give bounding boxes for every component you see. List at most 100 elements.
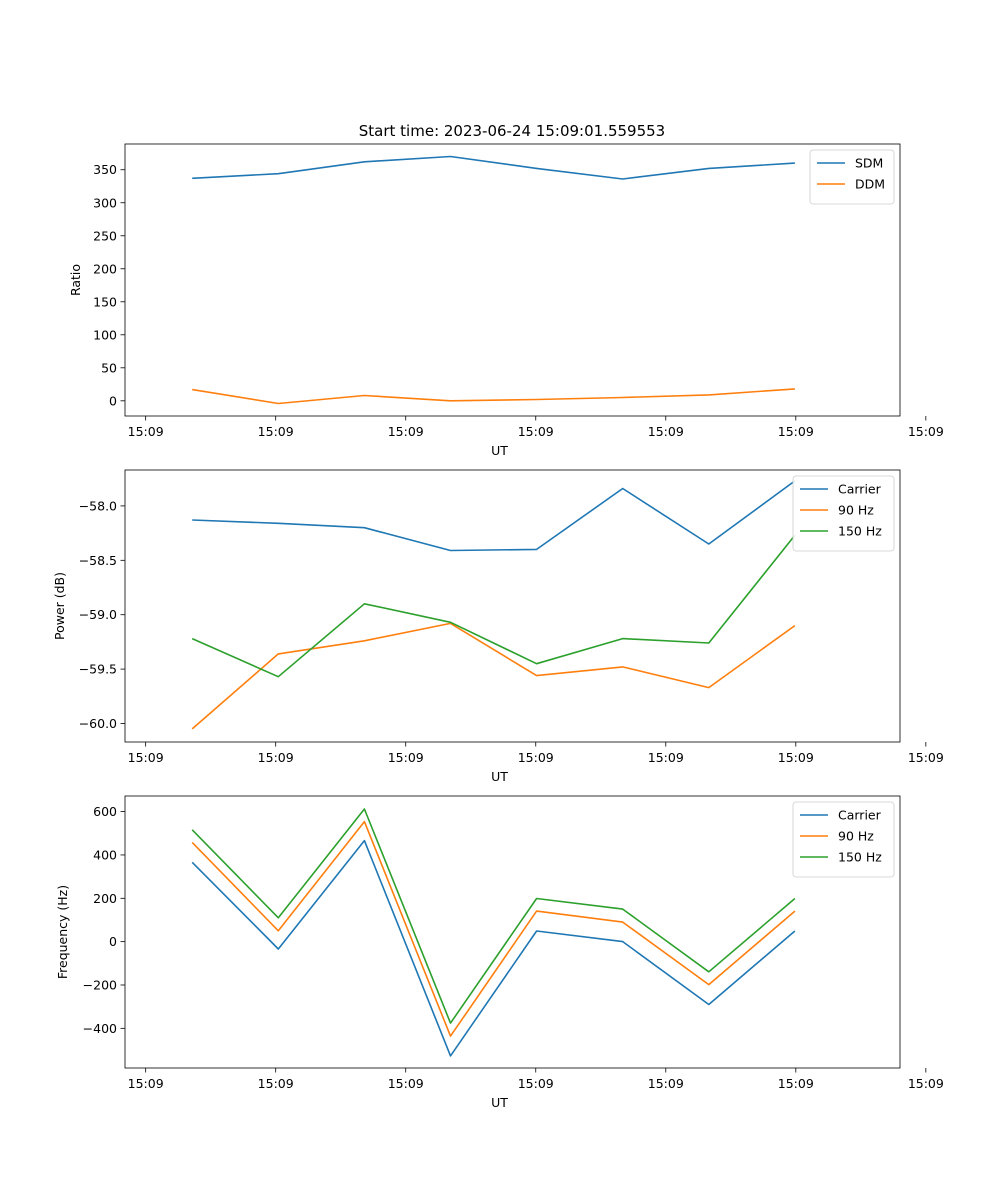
legend-entry: 150 Hz [838, 850, 882, 865]
legend-box [792, 801, 895, 878]
x-tick-label: 15:09 [388, 750, 424, 765]
data-point [622, 638, 624, 640]
x-tick-label: 15:09 [128, 1076, 164, 1091]
y-tick-label: −200 [83, 977, 117, 992]
data-point [278, 653, 280, 655]
x-tick-label: 15:09 [258, 424, 294, 439]
x-tick-label: 15:09 [778, 750, 814, 765]
data-point [536, 399, 538, 401]
data-point [622, 666, 624, 668]
data-point [278, 403, 280, 405]
y-tick-label: 0 [109, 934, 117, 949]
data-point [278, 930, 280, 932]
x-tick-label: 15:09 [388, 424, 424, 439]
y-tick-label: 300 [93, 195, 117, 210]
data-point [191, 178, 193, 180]
y-tick-label: −58.5 [79, 553, 117, 568]
figure-title: Start time: 2023-06-24 15:09:01.559553 [359, 122, 665, 140]
data-point [622, 941, 624, 943]
y-tick-label: 0 [109, 393, 117, 408]
chart-panel-power: 15:09 15:09 15:09 15:09 15:09 15:09 15:09 −60.0… [52, 469, 944, 784]
y-tick-label: 250 [93, 228, 117, 243]
data-point [794, 162, 796, 164]
chart-panel-ratio: 15:09 15:09 15:09 15:09 15:09 15:09 15:09 0 50 10… [68, 143, 944, 458]
legend-entry: 90 Hz [838, 829, 874, 844]
axes-frame [124, 469, 901, 743]
data-point [708, 394, 710, 396]
x-tick-label: 15:09 [908, 1076, 944, 1091]
legend-entry: SDM [855, 156, 883, 171]
data-point [278, 948, 280, 950]
data-point [708, 687, 710, 689]
data-point [364, 395, 366, 397]
y-tick-label: 350 [93, 162, 117, 177]
y-axis-label: Power (dB) [52, 572, 67, 640]
x-tick-label: 15:09 [778, 424, 814, 439]
y-tick-label: 200 [93, 261, 117, 276]
data-point [450, 400, 452, 402]
x-tick-label: 15:09 [648, 424, 684, 439]
y-axis-label: Frequency (Hz) [55, 885, 70, 979]
legend-entry: 90 Hz [838, 503, 874, 518]
data-point [364, 527, 366, 529]
data-point [364, 808, 366, 810]
data-point [708, 971, 710, 973]
data-point [708, 168, 710, 170]
data-point [536, 663, 538, 665]
series-line-1 [192, 480, 796, 552]
data-point [794, 930, 796, 932]
data-point [450, 1035, 452, 1037]
x-tick-label: 15:09 [908, 424, 944, 439]
y-tick-label: 100 [93, 327, 117, 342]
x-tick-label: 15:09 [648, 750, 684, 765]
series-line-3 [191, 534, 796, 678]
x-tick-label: 15:09 [128, 750, 164, 765]
data-point [794, 388, 796, 390]
data-point [708, 543, 710, 545]
x-tick-label: 15:09 [518, 1076, 554, 1091]
x-axis-label: UT [491, 1095, 508, 1110]
y-tick-label: −59.0 [79, 607, 117, 622]
series-line-3 [191, 808, 796, 1024]
x-tick-label: 15:09 [258, 1076, 294, 1091]
data-point [191, 862, 193, 864]
data-point [191, 829, 193, 831]
series-line-1 [191, 839, 796, 1057]
legend-entry: Carrier [838, 482, 882, 497]
y-tick-label: −400 [83, 1021, 117, 1036]
x-tick-label: 15:09 [518, 750, 554, 765]
data-point [536, 675, 538, 677]
x-tick-label: 15:09 [518, 424, 554, 439]
y-tick-label: 200 [93, 891, 117, 906]
data-point [191, 638, 193, 640]
data-point [364, 161, 366, 163]
y-tick-label: −58.0 [79, 498, 117, 513]
data-point [536, 549, 538, 551]
x-tick-label: 15:09 [388, 1076, 424, 1091]
data-point [364, 821, 366, 823]
data-point [450, 1055, 452, 1057]
series-line-2 [191, 622, 796, 730]
data-point [536, 910, 538, 912]
data-point [450, 550, 452, 552]
data-point [278, 523, 280, 525]
series-line-2 [191, 820, 796, 1037]
data-point [191, 389, 193, 391]
data-point [794, 898, 796, 900]
data-point [191, 728, 193, 730]
legend-entry: DDM [855, 177, 885, 192]
y-tick-label: −60.0 [79, 716, 117, 731]
x-tick-label: 15:09 [128, 424, 164, 439]
data-point [536, 930, 538, 932]
data-point [364, 640, 366, 642]
data-point [622, 178, 624, 180]
data-point [622, 397, 624, 399]
legend-entry: Carrier [838, 808, 882, 823]
y-tick-label: 50 [101, 360, 117, 375]
y-tick-label: 400 [93, 847, 117, 862]
x-tick-label: 15:09 [258, 750, 294, 765]
data-point [536, 168, 538, 170]
y-axis-label: Ratio [68, 264, 83, 296]
legend-entry: 150 Hz [838, 524, 882, 539]
